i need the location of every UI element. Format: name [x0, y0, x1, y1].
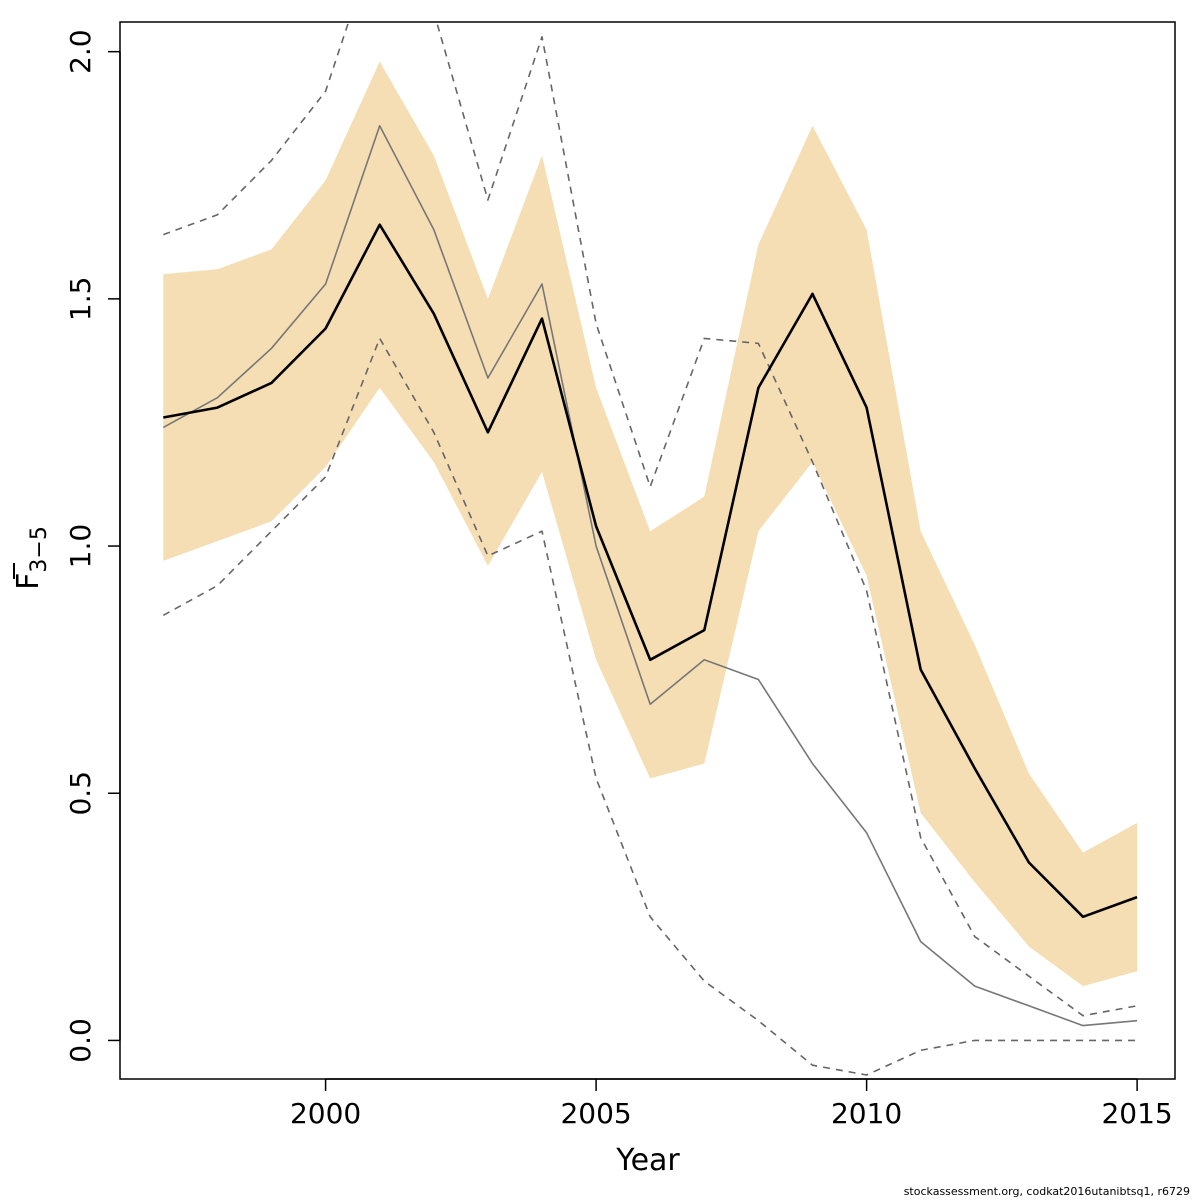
gray-series-line: [162, 125, 1138, 1027]
credit-text: stockassessment.org, codkat2016utanibtsq…: [903, 1185, 1190, 1198]
y-tick-label: 0.0: [64, 1018, 97, 1063]
x-tick-label: 2000: [290, 1097, 361, 1130]
y-axis-title-sub: 3−5: [27, 526, 52, 572]
x-tick-label: 2005: [560, 1097, 631, 1130]
x-tick-label: 2010: [831, 1097, 902, 1130]
dashed-upper-line: [163, 22, 1138, 1017]
y-tick-label: 0.5: [64, 771, 97, 816]
y-tick-label: 2.0: [64, 29, 97, 74]
y-axis-title: F3−5: [11, 526, 52, 590]
y-axis-title-main: F: [11, 573, 46, 590]
confidence-band: [163, 61, 1138, 987]
dashed-lower-line: [162, 337, 1138, 1076]
y-tick-label: 1.5: [64, 277, 97, 322]
y-tick-label: 1.0: [64, 524, 97, 569]
estimate-line: [163, 223, 1138, 919]
svg-text:F3−5: F3−5: [11, 526, 52, 590]
x-tick-label: 2015: [1101, 1097, 1172, 1130]
x-axis-title: Year: [615, 1143, 680, 1178]
plot-frame: [119, 21, 1176, 1080]
